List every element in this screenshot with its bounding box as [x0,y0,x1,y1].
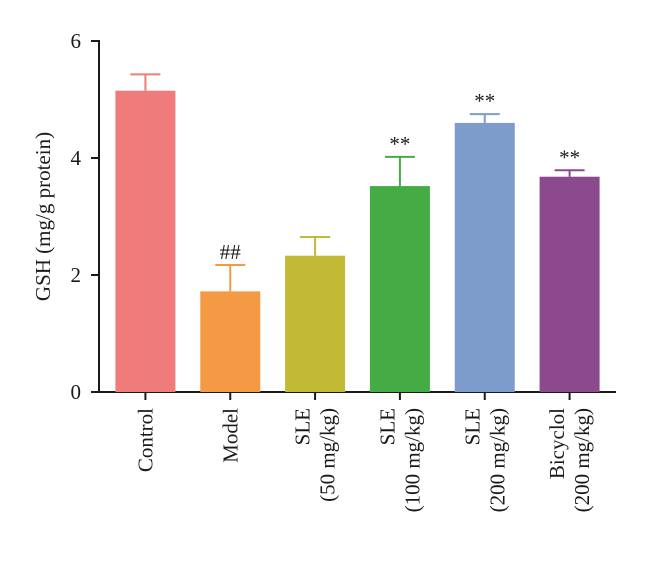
y-tick-label-3: 6 [71,29,82,53]
category-label-3-1: (100 mg/kg) [400,408,424,512]
annotation-5: ** [559,145,580,169]
bar-1 [200,291,261,392]
category-label-2-1: (50 mg/kg) [316,408,340,502]
bars [115,90,600,393]
y-axis-label: GSH (mg/g protein) [31,132,55,301]
error-bars [130,73,585,292]
annotation-1: ## [220,240,242,264]
category-label-2-0: SLE [291,408,315,445]
category-labels: Control Model SLE (50 mg/kg) SLE (100 mg/kg) S… [133,408,594,513]
annotation-3: ** [389,132,410,156]
category-label-4-1: (200 mg/kg) [485,408,509,512]
y-tick-label-2: 4 [71,146,82,170]
category-label-1-0: Model [218,408,242,463]
annotation-4: ** [474,89,495,113]
bar-5 [539,176,600,392]
x-axis [98,391,616,400]
y-axis: 0 2 4 6 [71,29,100,404]
y-tick-label-1: 2 [71,263,82,287]
bar-4 [454,122,515,393]
y-tick-label-0: 0 [71,380,82,404]
category-label-5-1: (200 mg/kg) [570,408,594,512]
category-label-0-0: Control [133,408,157,472]
category-label-4-0: SLE [460,408,484,445]
bar-2 [285,255,346,392]
category-label-5-0: Bicyclol [545,408,569,479]
bar-0 [115,90,176,392]
significance-annotations: ## ** ** ** [220,89,580,264]
bar-3 [369,186,430,392]
category-label-3-0: SLE [375,408,399,445]
